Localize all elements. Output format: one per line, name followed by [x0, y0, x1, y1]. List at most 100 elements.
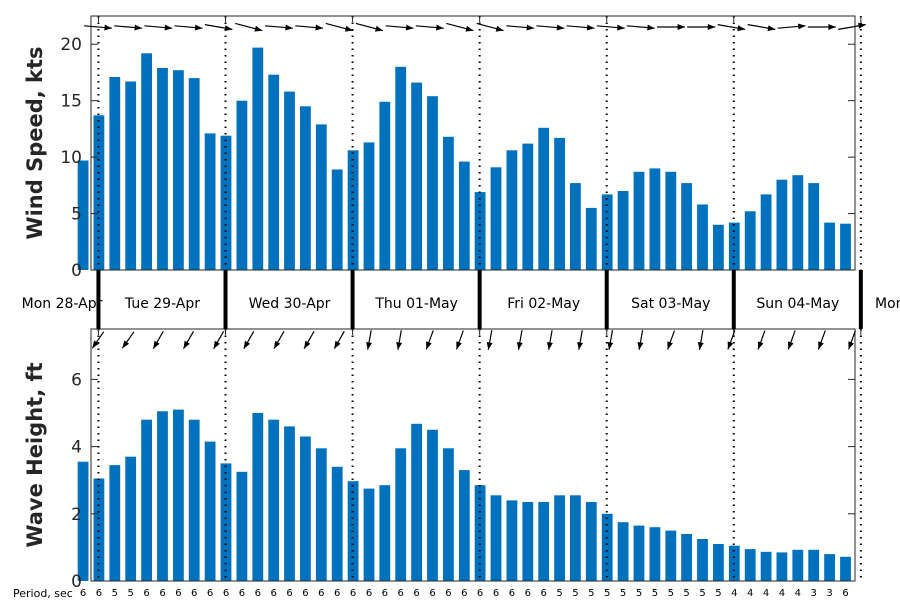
day-label: Mon — [875, 296, 900, 312]
wave-height-bar — [808, 549, 820, 581]
period-value: 6 — [525, 588, 531, 599]
period-value: 6 — [143, 588, 149, 599]
wave-height-bar — [633, 525, 645, 581]
y-tick-label: 20 — [60, 35, 82, 55]
y-tick-label: 0 — [71, 572, 82, 592]
period-value: 6 — [239, 588, 245, 599]
wind-speed-bar — [173, 70, 184, 270]
y-tick-label: 15 — [60, 92, 82, 112]
period-value: 3 — [811, 588, 817, 599]
wind-speed-bar — [363, 142, 375, 270]
wave-height-bar — [697, 539, 708, 581]
wind-speed-bar — [538, 127, 550, 270]
direction-arrow-head — [304, 340, 311, 349]
wind-speed-bar — [570, 183, 581, 270]
direction-arrow-head — [858, 22, 866, 29]
wave-height-bar — [585, 502, 597, 581]
direction-arrow-head — [274, 340, 281, 349]
period-value: 5 — [620, 588, 626, 599]
period-value: 6 — [541, 588, 547, 599]
wind-speed-bar — [649, 168, 661, 270]
period-value: 5 — [112, 588, 118, 599]
y-tick-label: 2 — [71, 505, 82, 525]
wave-height-bar — [776, 552, 788, 581]
day-label: Sun 04-May — [756, 296, 839, 312]
direction-arrow-head — [788, 341, 794, 350]
wind-speed-bar — [840, 223, 851, 270]
wave-height-bar — [379, 485, 391, 581]
period-value: 4 — [747, 588, 753, 599]
direction-arrow-head — [254, 25, 263, 32]
direction-arrow-head — [164, 24, 173, 31]
direction-arrow-head — [134, 24, 143, 31]
wind-speed-bar — [728, 222, 740, 270]
period-value: 6 — [445, 588, 451, 599]
direction-arrow-head — [547, 342, 553, 350]
wave-height-bar — [93, 478, 105, 581]
wave-height-bar — [236, 471, 248, 581]
day-label: Thu 01-May — [374, 296, 458, 312]
wind-speed-bar — [347, 150, 359, 270]
wind-speed-bar — [411, 82, 422, 270]
period-value: 6 — [842, 588, 848, 599]
period-value: 6 — [207, 588, 213, 599]
wind-speed-bar — [331, 169, 343, 270]
wave-height-bar — [744, 549, 756, 581]
direction-arrow-head — [122, 340, 130, 349]
wave-height-bar — [490, 495, 502, 581]
wind-speed-bar — [125, 81, 137, 270]
direction-arrow-head — [577, 342, 583, 350]
direction-arrow-head — [405, 24, 414, 31]
wave-height-bar — [300, 436, 311, 581]
period-value: 4 — [763, 588, 769, 599]
period-value: 6 — [223, 588, 229, 599]
period-value: 4 — [779, 588, 785, 599]
wind-speed-bar — [109, 77, 121, 270]
period-value: 6 — [350, 588, 356, 599]
y-tick-label: 10 — [60, 148, 82, 168]
wave-height-bar — [77, 461, 89, 581]
wave-height-bar — [840, 556, 851, 581]
direction-arrow-head — [465, 25, 474, 32]
period-value: 5 — [128, 588, 134, 599]
wind-speed-panel: 0 5 10 15 20 Wind Speed, kts — [23, 15, 866, 281]
period-value: 6 — [382, 588, 388, 599]
period-value: 6 — [159, 588, 165, 599]
direction-arrow-head — [607, 342, 614, 350]
wave-height-bar — [649, 527, 661, 581]
direction-arrow-head — [153, 340, 160, 349]
wind-speed-bar — [760, 194, 772, 270]
period-value: 6 — [429, 588, 435, 599]
day-label: Tue 29-Apr — [124, 296, 200, 312]
period-value: 6 — [175, 588, 181, 599]
wind-speed-bar — [204, 133, 216, 270]
period-value: 6 — [366, 588, 372, 599]
wind-speed-bar — [458, 161, 470, 270]
direction-arrow-head — [848, 341, 854, 350]
y-axis-title: Wind Speed, kts — [23, 46, 47, 239]
wind-speed-bar — [506, 150, 518, 270]
wind-speed-bar — [792, 175, 804, 270]
direction-arrow-head — [436, 24, 444, 31]
direction-arrow-head — [285, 24, 293, 31]
wave-height-bar — [363, 488, 375, 581]
wind-speed-bar — [379, 101, 391, 270]
wave-height-bar — [173, 409, 184, 581]
wind-speed-bar — [601, 194, 613, 270]
period-value: 3 — [826, 588, 832, 599]
direction-arrow-head — [828, 24, 836, 30]
wave-height-bar — [824, 554, 835, 581]
wind-speed-bar — [554, 137, 565, 270]
direction-arrow-head — [586, 24, 595, 31]
wind-speed-bar — [776, 179, 788, 270]
wind-speed-bar — [522, 143, 534, 270]
wind-speed-bar — [585, 207, 597, 270]
wave-height-bar — [284, 426, 295, 581]
wind-speed-bar — [744, 211, 756, 270]
direction-arrow-head — [667, 341, 673, 350]
direction-arrow-head — [224, 25, 233, 32]
wave-height-bar — [188, 419, 200, 581]
wave-height-bar — [411, 423, 422, 581]
direction-arrow-head — [495, 25, 504, 32]
direction-arrow-head — [697, 342, 704, 350]
